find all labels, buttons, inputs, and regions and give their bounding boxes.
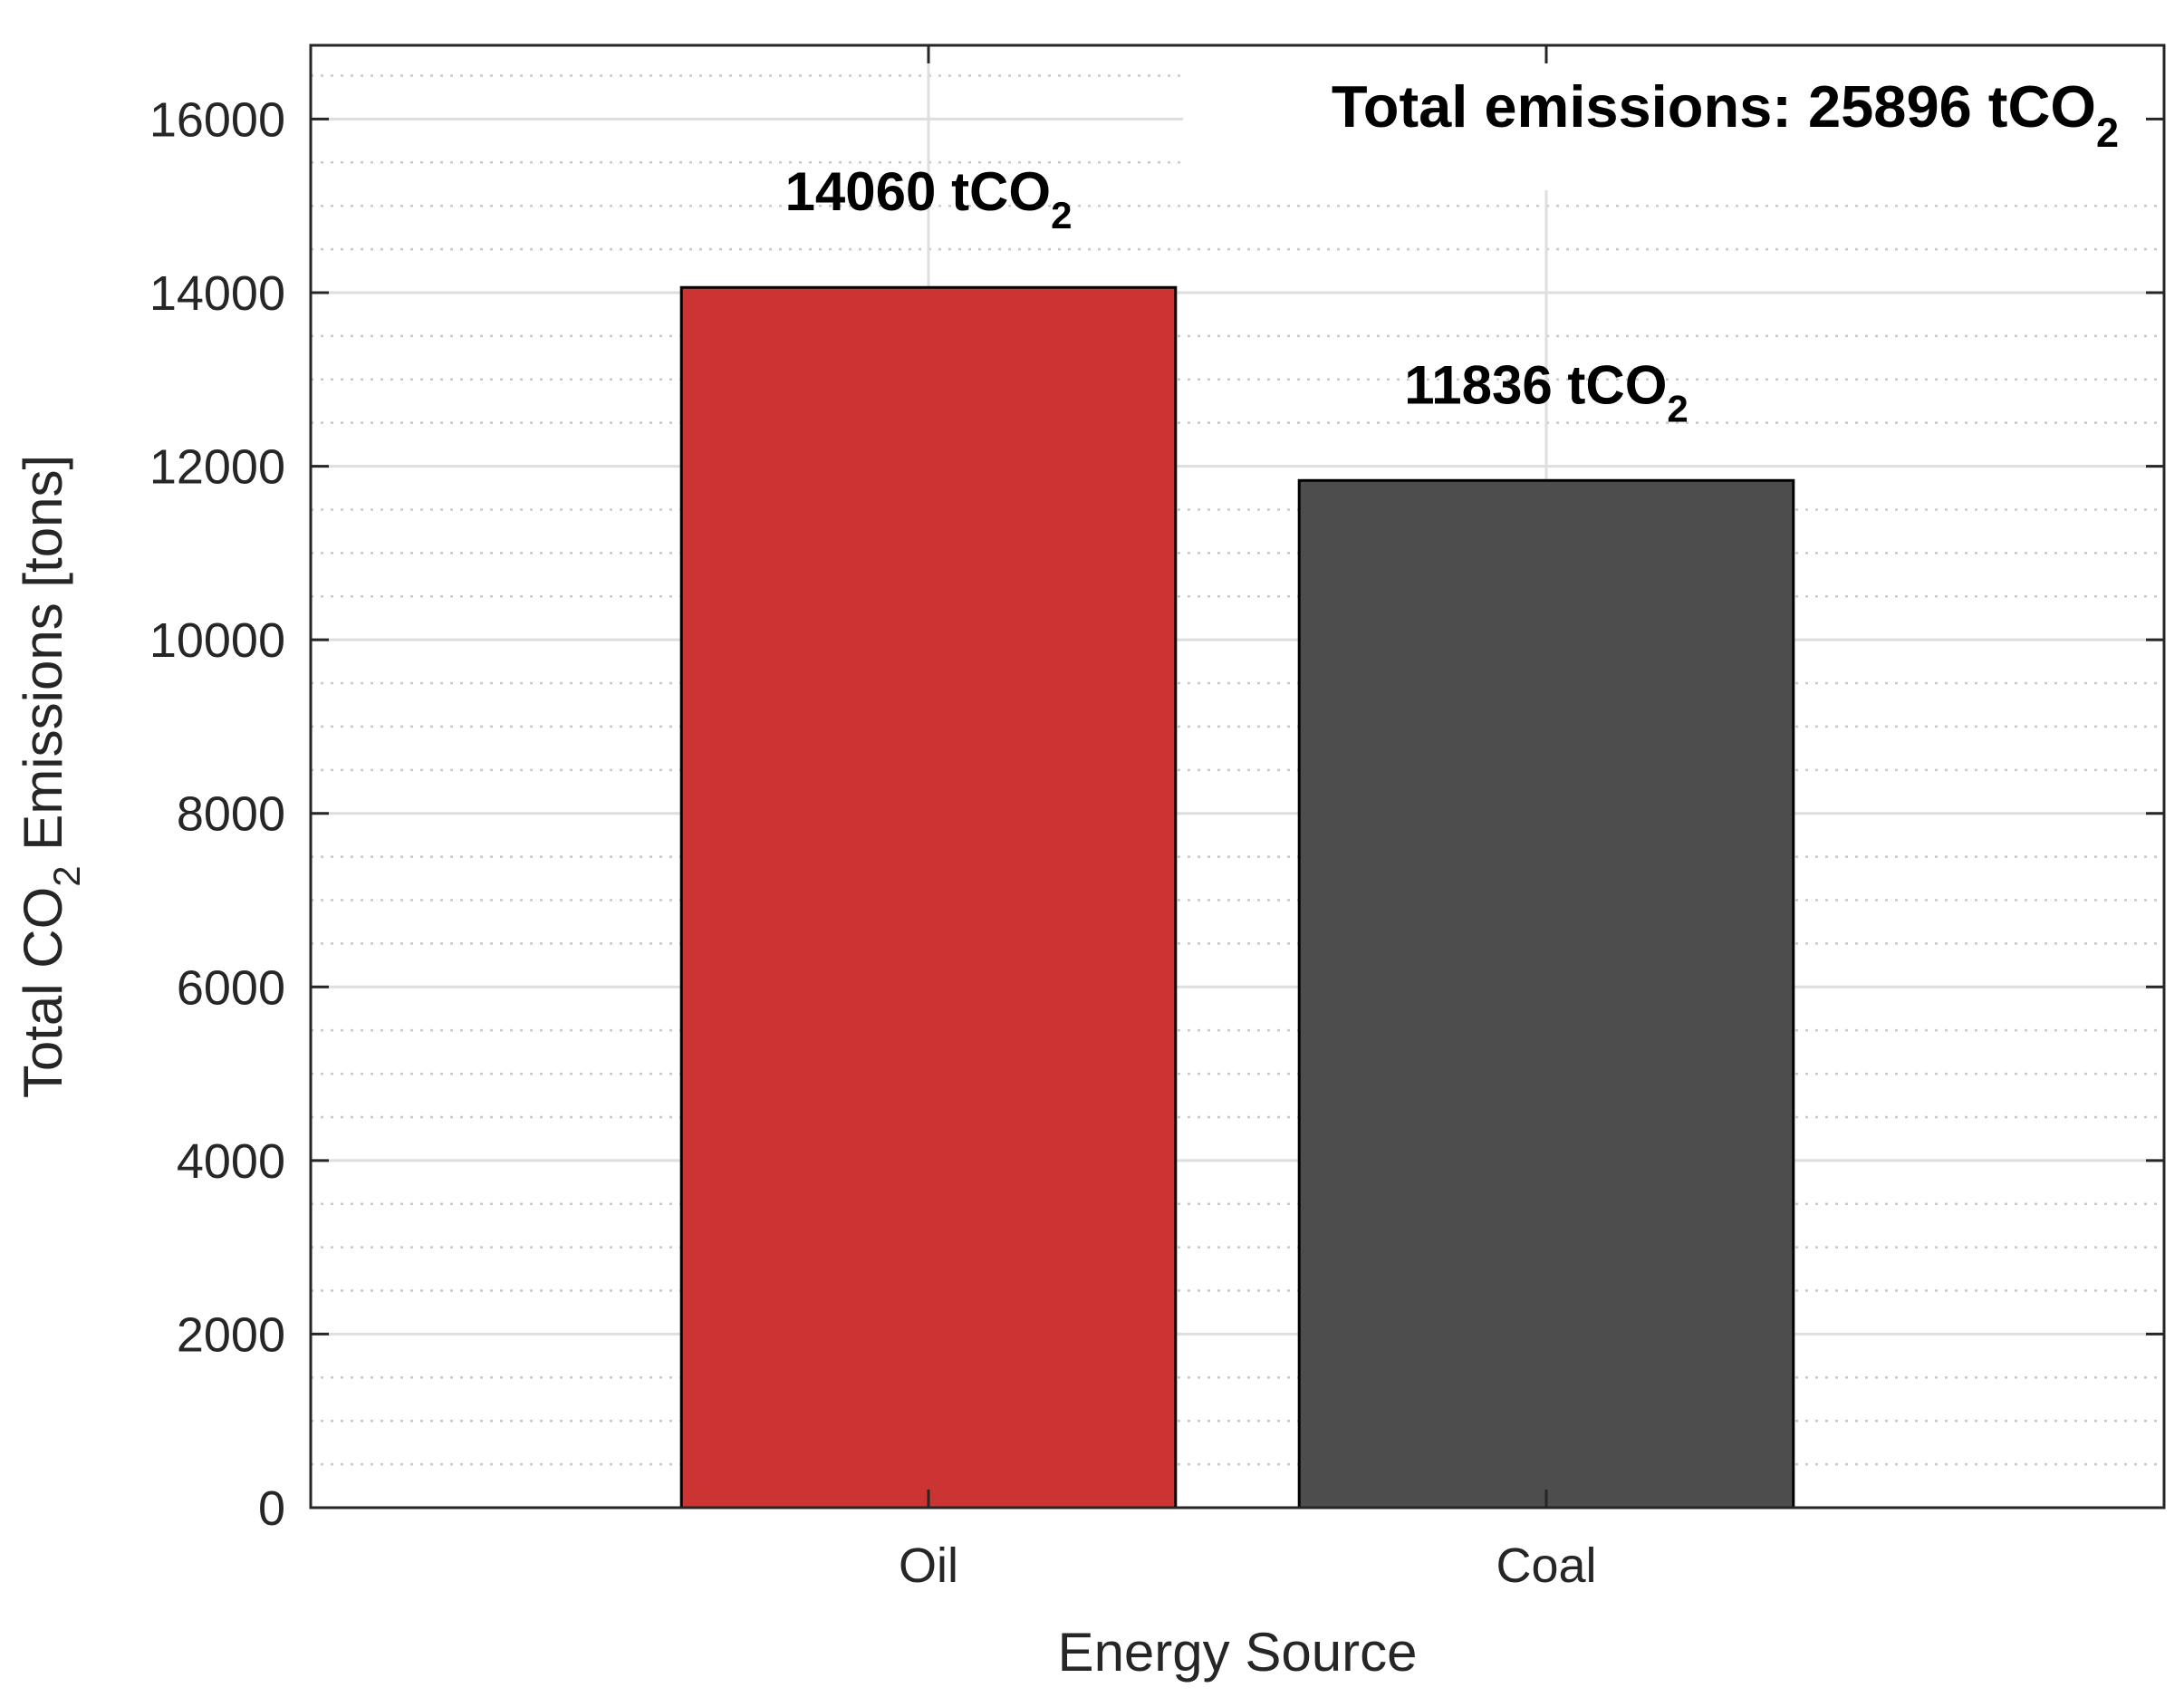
bars xyxy=(679,285,1795,1509)
data-label-subscript: 2 xyxy=(1667,387,1688,429)
data-label-subscript: 2 xyxy=(1051,194,1072,236)
total-emissions-text: Total emissions: 25896 tCO xyxy=(1332,73,2096,140)
y-tick-label: 4000 xyxy=(177,1134,285,1189)
y-axis-label-sub: 2 xyxy=(45,865,88,886)
data-label-text: 11836 tCO xyxy=(1404,354,1667,415)
y-tick-label: 10000 xyxy=(149,613,285,668)
minor-grid xyxy=(311,74,2164,1466)
x-axis-label: Energy Source xyxy=(1058,1622,1418,1683)
y-tick-label: 0 xyxy=(258,1481,285,1536)
y-axis-label: Total CO2 Emissions [tons] xyxy=(13,455,88,1098)
y-tick-label: 8000 xyxy=(177,787,285,842)
y-tick-labels: 0 2000 4000 6000 8000 10000 12000 14000 16000 xyxy=(149,92,285,1536)
ticks xyxy=(311,45,2164,1509)
x-tick-label: Oil xyxy=(899,1538,958,1593)
total-emissions-annotation: Total emissions: 25896 tCO2 xyxy=(1332,73,2119,156)
y-tick-label: 16000 xyxy=(149,92,285,147)
y-tick-label: 6000 xyxy=(177,960,285,1015)
data-label: 14060 tCO2 xyxy=(785,161,1073,236)
annotation-background xyxy=(1183,47,2162,190)
bar-coal xyxy=(1297,478,1795,1509)
data-label: 11836 tCO2 xyxy=(1404,354,1689,429)
bar-oil xyxy=(679,285,1178,1509)
total-emissions-subscript: 2 xyxy=(2096,110,2119,156)
x-tick-labels: Oil Coal xyxy=(899,1538,1597,1593)
axes-box xyxy=(309,43,2166,1509)
y-tick-label: 12000 xyxy=(149,440,285,495)
y-axis-label-post: Emissions [tons] xyxy=(13,455,73,866)
data-label-text: 14060 tCO xyxy=(785,161,1052,222)
x-tick-label: Coal xyxy=(1496,1538,1596,1593)
y-tick-label: 14000 xyxy=(149,266,285,321)
y-tick-label: 2000 xyxy=(177,1307,285,1362)
y-axis-label-pre: Total CO xyxy=(13,887,73,1098)
